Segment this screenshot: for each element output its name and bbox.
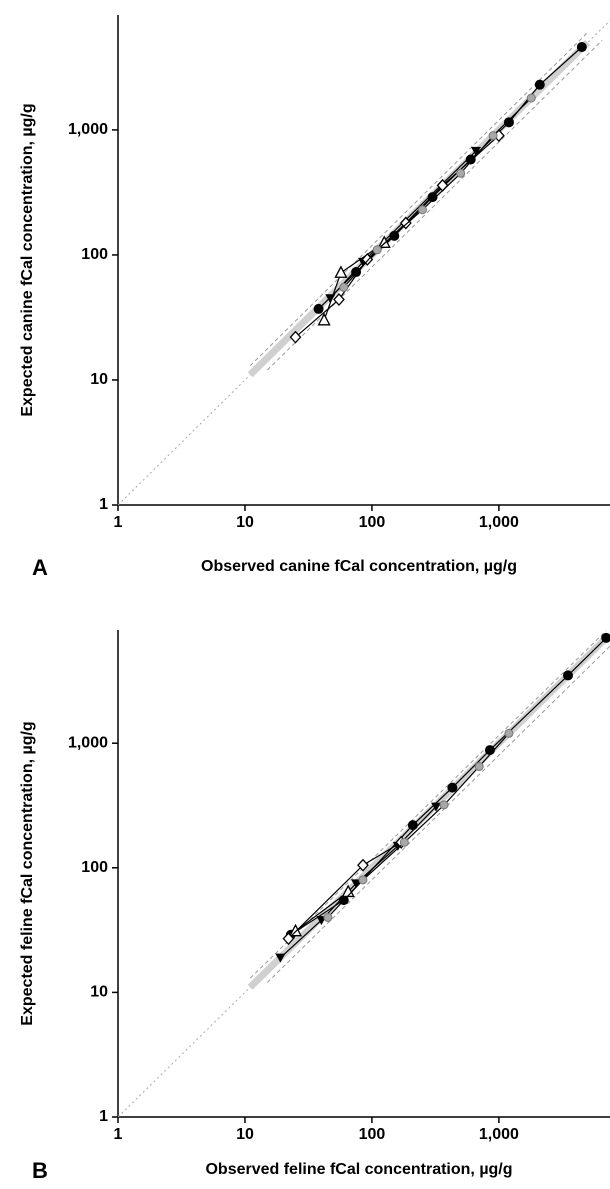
point (601, 632, 610, 643)
point (339, 282, 349, 292)
point (288, 923, 303, 937)
point (334, 265, 348, 278)
y-tick-label: 10 (90, 371, 108, 388)
y-axis-label: Expected feline fCal concentration, µg/g (19, 721, 36, 1025)
y-tick-label: 10 (90, 984, 108, 1001)
panel-letter: A (32, 555, 48, 580)
panel-letter: B (32, 1158, 48, 1183)
point (313, 303, 324, 314)
point (474, 762, 484, 772)
series-line (327, 732, 510, 918)
point (431, 802, 442, 812)
point (576, 42, 587, 53)
y-tick-label: 1 (99, 496, 108, 513)
series-line (295, 891, 349, 932)
point (289, 330, 302, 344)
point (333, 293, 345, 306)
point (503, 117, 514, 128)
point (399, 837, 409, 847)
point (351, 267, 362, 278)
point (358, 875, 368, 885)
point (389, 230, 400, 241)
x-tick-label: 10 (236, 1126, 254, 1143)
point (372, 245, 382, 255)
point (504, 728, 514, 738)
x-tick-label: 10 (236, 514, 254, 531)
x-tick-label: 1 (114, 514, 123, 531)
x-tick-label: 1,000 (479, 514, 519, 531)
x-tick-label: 1 (114, 1126, 123, 1143)
y-tick-label: 100 (81, 859, 108, 876)
point (447, 782, 458, 793)
limit-line (249, 32, 588, 367)
point (534, 79, 545, 90)
point (377, 235, 391, 248)
limit-line (266, 40, 603, 371)
y-tick-label: 1 (99, 1108, 108, 1125)
point (317, 312, 331, 326)
point (439, 800, 449, 810)
point (562, 670, 573, 681)
series-line (343, 97, 532, 288)
point (351, 879, 362, 889)
y-tick-label: 1,000 (68, 121, 108, 138)
x-axis-label: Observed canine fCal concentration, µg/g (201, 558, 517, 575)
x-axis-label: Observed feline fCal concentration, µg/g (205, 1161, 512, 1178)
x-tick-label: 1,000 (479, 1126, 519, 1143)
point (323, 912, 333, 922)
limit-line (266, 645, 610, 983)
y-tick-label: 100 (81, 246, 108, 263)
x-tick-label: 100 (359, 514, 386, 531)
x-tick-label: 100 (359, 1126, 386, 1143)
point (427, 192, 438, 203)
point (282, 932, 295, 946)
point (357, 858, 369, 872)
limit-line (249, 630, 607, 979)
point (526, 93, 536, 103)
point (407, 820, 418, 831)
point (470, 146, 481, 156)
y-axis-label: Expected canine fCal concentration, µg/g (19, 103, 36, 416)
point (275, 953, 286, 963)
y-tick-label: 1,000 (68, 734, 108, 751)
point (488, 131, 498, 141)
point (456, 168, 466, 178)
point (417, 205, 427, 215)
